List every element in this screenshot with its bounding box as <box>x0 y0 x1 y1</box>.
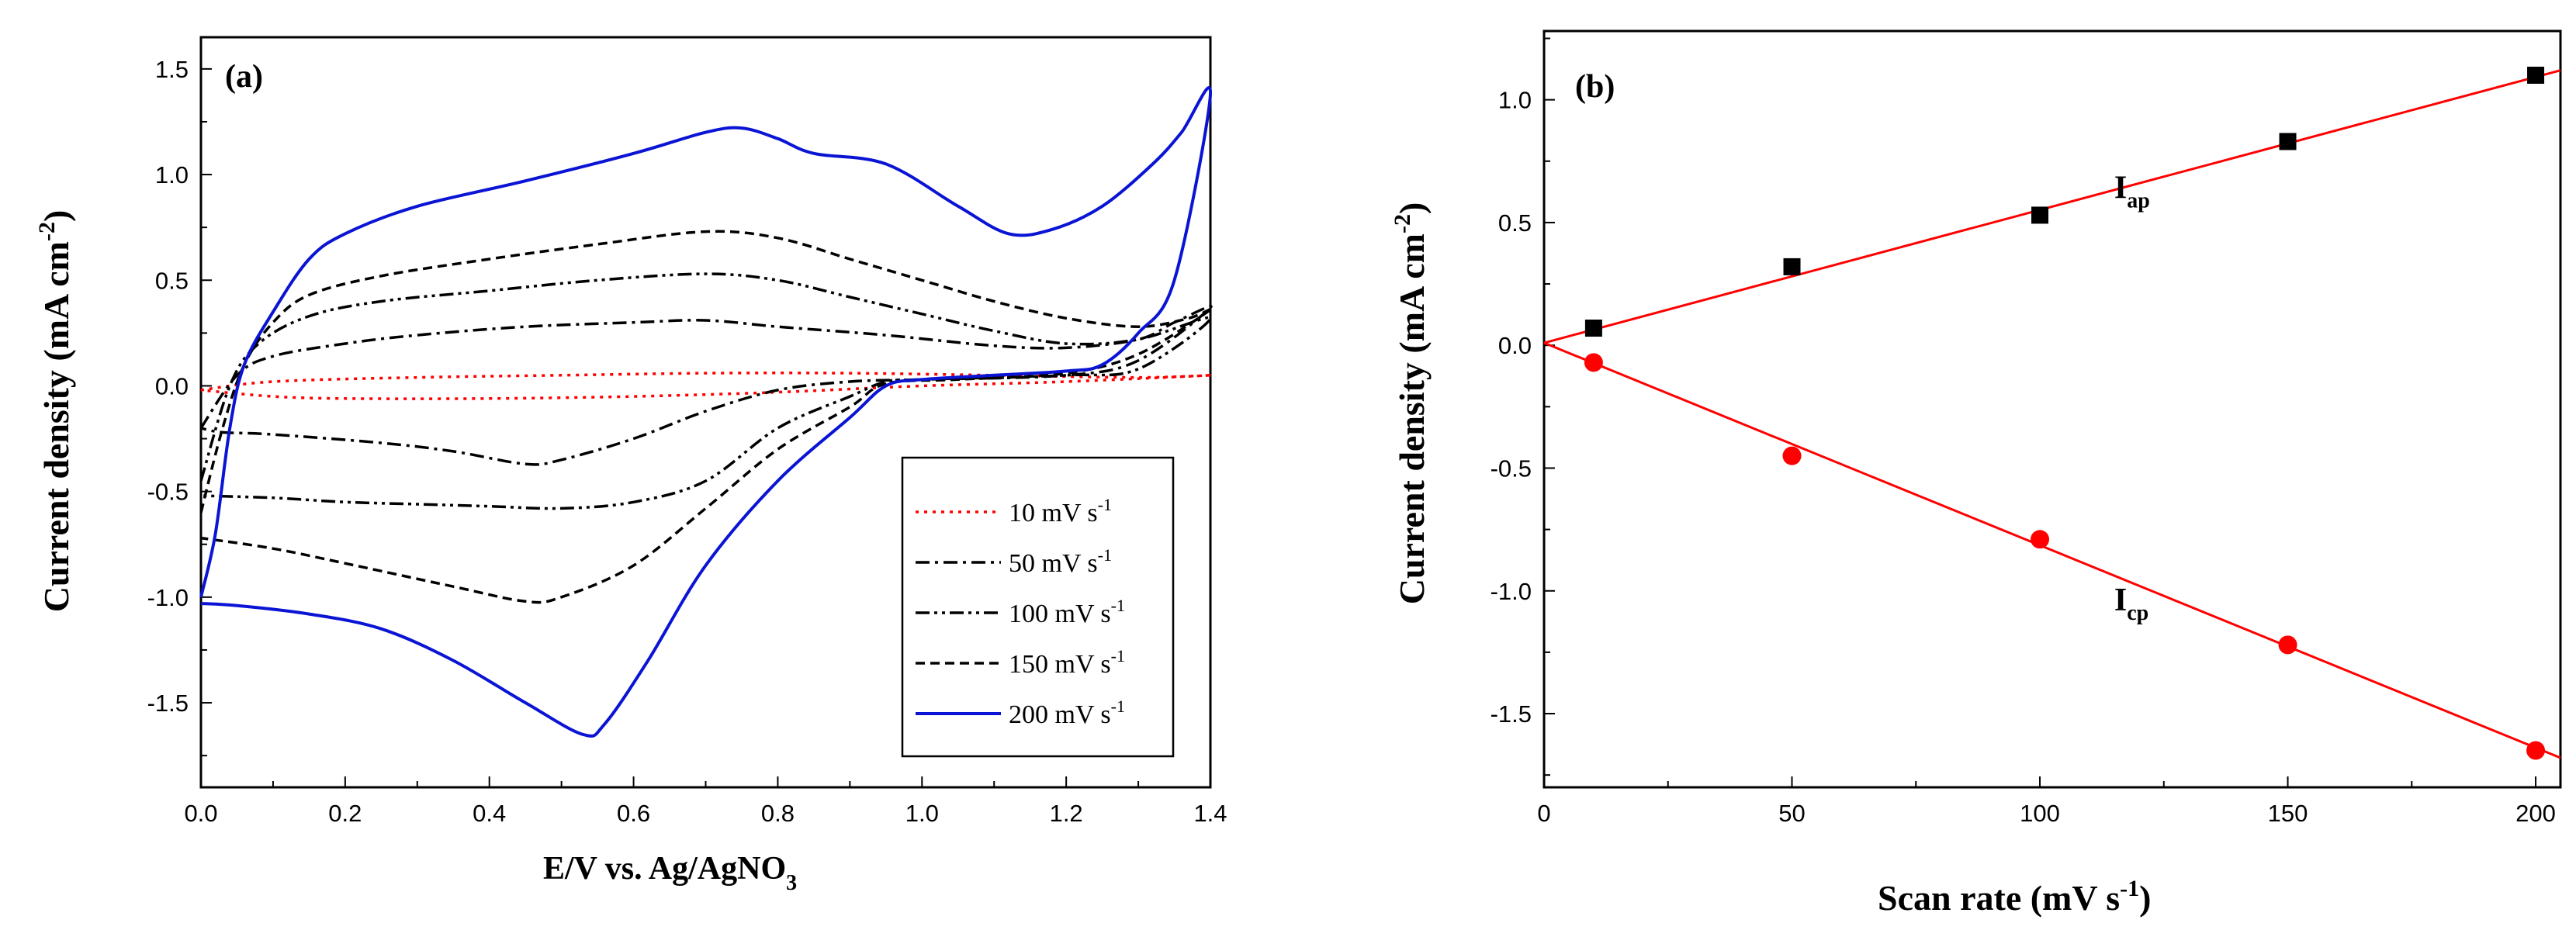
panel-b-label: (b) <box>1575 69 1615 105</box>
y-tick-label-b: -1.0 <box>1491 578 1532 605</box>
cv-curve-150-mv <box>199 230 1214 604</box>
x-tick-label-a: 0.0 <box>184 800 217 827</box>
fit-line-ap <box>1543 69 2561 344</box>
cv-curve-100-mv <box>199 272 1212 510</box>
y-tick-label-b: 0.5 <box>1498 209 1532 237</box>
legend: 10 mV s-1 50 mV s-1 100 mV s-1 150 mV s-1 20… <box>901 456 1175 758</box>
x-tick-label-b: 200 <box>2515 800 2556 827</box>
legend-box <box>901 456 1175 758</box>
legend-label: 50 mV s-1 <box>1009 545 1112 578</box>
y-tick-label-a: 1.5 <box>155 56 189 83</box>
x-tick-label-a: 0.6 <box>617 800 650 827</box>
y-tick-label-b: 0.0 <box>1498 332 1532 359</box>
x-tick-label-a: 1.0 <box>905 800 939 827</box>
y-tick-label-a: 1.0 <box>155 161 189 188</box>
series-label-ap: Iap <box>2114 170 2150 213</box>
x-tick-label-a: 1.2 <box>1050 800 1083 827</box>
data-point-cp <box>1782 446 1802 465</box>
x-tick-label-a: 0.4 <box>473 800 506 827</box>
y-axis-label-a: Current density (mA cm-2) <box>34 210 76 613</box>
legend-label: 150 mV s-1 <box>1009 646 1125 679</box>
data-point-ap <box>2527 66 2545 84</box>
cv-curve-10-mv <box>200 372 1214 400</box>
x-tick-label-a: 0.8 <box>761 800 795 827</box>
x-axis-label-b: Scan rate (mV s-1) <box>1878 876 2152 918</box>
y-tick-label-b: -0.5 <box>1491 455 1532 482</box>
fit-line-cp <box>1543 341 2561 759</box>
panel-a: 0.0 0.2 0.4 0.6 0.8 1.0 1.2 1.4 -1.5 -1.0 -0.5 0.0 0… <box>34 36 1227 895</box>
legend-label: 10 mV s-1 <box>1009 495 1112 527</box>
data-point-cp <box>1584 353 1603 372</box>
data-point-cp <box>2526 741 2546 760</box>
data-point-ap <box>2031 206 2049 224</box>
y-tick-label-a: -1.5 <box>147 690 189 717</box>
panel-b-frame <box>1542 29 2562 789</box>
x-tick-label-a: 1.4 <box>1193 800 1227 827</box>
legend-items: 10 mV s-1 50 mV s-1 100 mV s-1 150 mV s-1 20… <box>916 495 1125 729</box>
x-tick-label-b: 0 <box>1537 800 1550 827</box>
legend-label: 100 mV s-1 <box>1009 596 1125 628</box>
data-point-ap <box>1783 258 1801 275</box>
panel-a-ticks: 0.0 0.2 0.4 0.6 0.8 1.0 1.2 1.4 -1.5 -1.0 -0.5 0.0 0… <box>147 56 1227 827</box>
y-tick-label-a: 0.5 <box>155 267 189 294</box>
x-tick-label-b: 50 <box>1778 800 1805 827</box>
panel-a-curves <box>199 86 1214 738</box>
panel-b: 0 50 100 150 200 -1.5 -1.0 -0.5 0.0 0.5 1.0 Iap Icp… <box>1390 29 2562 918</box>
x-tick-label-b: 150 <box>2268 800 2308 827</box>
y-tick-label-b: 1.0 <box>1498 87 1532 114</box>
data-point-ap <box>1584 320 1602 337</box>
panel-b-ticks: 0 50 100 150 200 -1.5 -1.0 -0.5 0.0 0.5 1.0 <box>1491 37 2556 827</box>
y-tick-label-a: -1.0 <box>147 584 189 611</box>
panel-a-label: (a) <box>225 59 263 95</box>
x-tick-label-b: 100 <box>2020 800 2060 827</box>
data-point-cp <box>2278 635 2297 655</box>
cv-curve-200-mv <box>199 86 1213 738</box>
x-axis-label-a: E/V vs. Ag/AgNO3 <box>543 851 797 895</box>
data-point-ap <box>2279 133 2297 150</box>
cv-curve-50-mv <box>199 305 1213 466</box>
x-tick-label-a: 0.2 <box>328 800 362 827</box>
y-axis-label-b: Current density (mA cm-2) <box>1390 202 1432 605</box>
y-tick-label-b: -1.5 <box>1491 700 1532 728</box>
legend-label: 200 mV s-1 <box>1009 697 1125 729</box>
y-tick-label-a: 0.0 <box>155 372 189 399</box>
data-point-cp <box>2031 530 2050 549</box>
panel-b-data: Iap Icp <box>1543 66 2561 760</box>
y-tick-label-a: -0.5 <box>147 479 189 506</box>
series-label-cp: Icp <box>2114 583 2148 625</box>
